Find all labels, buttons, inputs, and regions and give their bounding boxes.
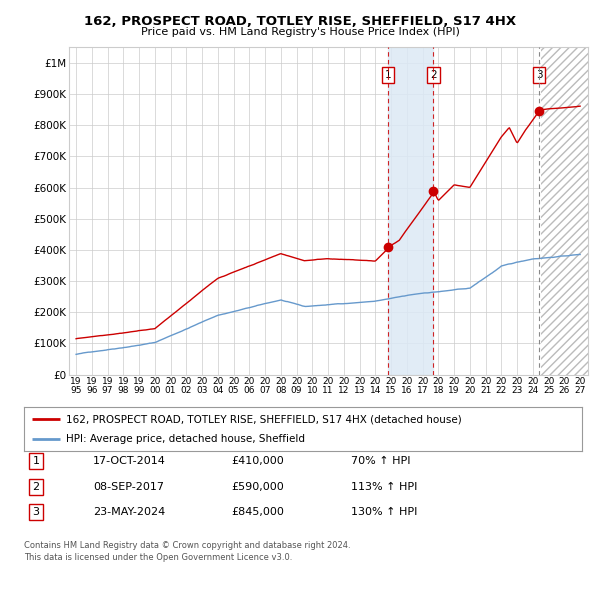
Text: This data is licensed under the Open Government Licence v3.0.: This data is licensed under the Open Gov… <box>24 553 292 562</box>
Text: Price paid vs. HM Land Registry's House Price Index (HPI): Price paid vs. HM Land Registry's House … <box>140 27 460 37</box>
Text: 17-OCT-2014: 17-OCT-2014 <box>93 457 166 466</box>
Text: 113% ↑ HPI: 113% ↑ HPI <box>351 482 418 491</box>
Text: £590,000: £590,000 <box>231 482 284 491</box>
Text: 162, PROSPECT ROAD, TOTLEY RISE, SHEFFIELD, S17 4HX (detached house): 162, PROSPECT ROAD, TOTLEY RISE, SHEFFIE… <box>66 414 461 424</box>
Text: Contains HM Land Registry data © Crown copyright and database right 2024.: Contains HM Land Registry data © Crown c… <box>24 541 350 550</box>
Text: 70% ↑ HPI: 70% ↑ HPI <box>351 457 410 466</box>
Text: 3: 3 <box>536 70 542 80</box>
Text: 130% ↑ HPI: 130% ↑ HPI <box>351 507 418 517</box>
Text: 1: 1 <box>385 70 391 80</box>
Text: £845,000: £845,000 <box>231 507 284 517</box>
Text: 2: 2 <box>32 482 40 491</box>
Text: 3: 3 <box>32 507 40 517</box>
Bar <box>388 47 433 375</box>
Text: 1: 1 <box>32 457 40 466</box>
Text: £410,000: £410,000 <box>231 457 284 466</box>
Text: 23-MAY-2024: 23-MAY-2024 <box>93 507 165 517</box>
Text: 162, PROSPECT ROAD, TOTLEY RISE, SHEFFIELD, S17 4HX: 162, PROSPECT ROAD, TOTLEY RISE, SHEFFIE… <box>84 15 516 28</box>
Text: HPI: Average price, detached house, Sheffield: HPI: Average price, detached house, Shef… <box>66 434 305 444</box>
Text: 2: 2 <box>430 70 437 80</box>
Text: 08-SEP-2017: 08-SEP-2017 <box>93 482 164 491</box>
